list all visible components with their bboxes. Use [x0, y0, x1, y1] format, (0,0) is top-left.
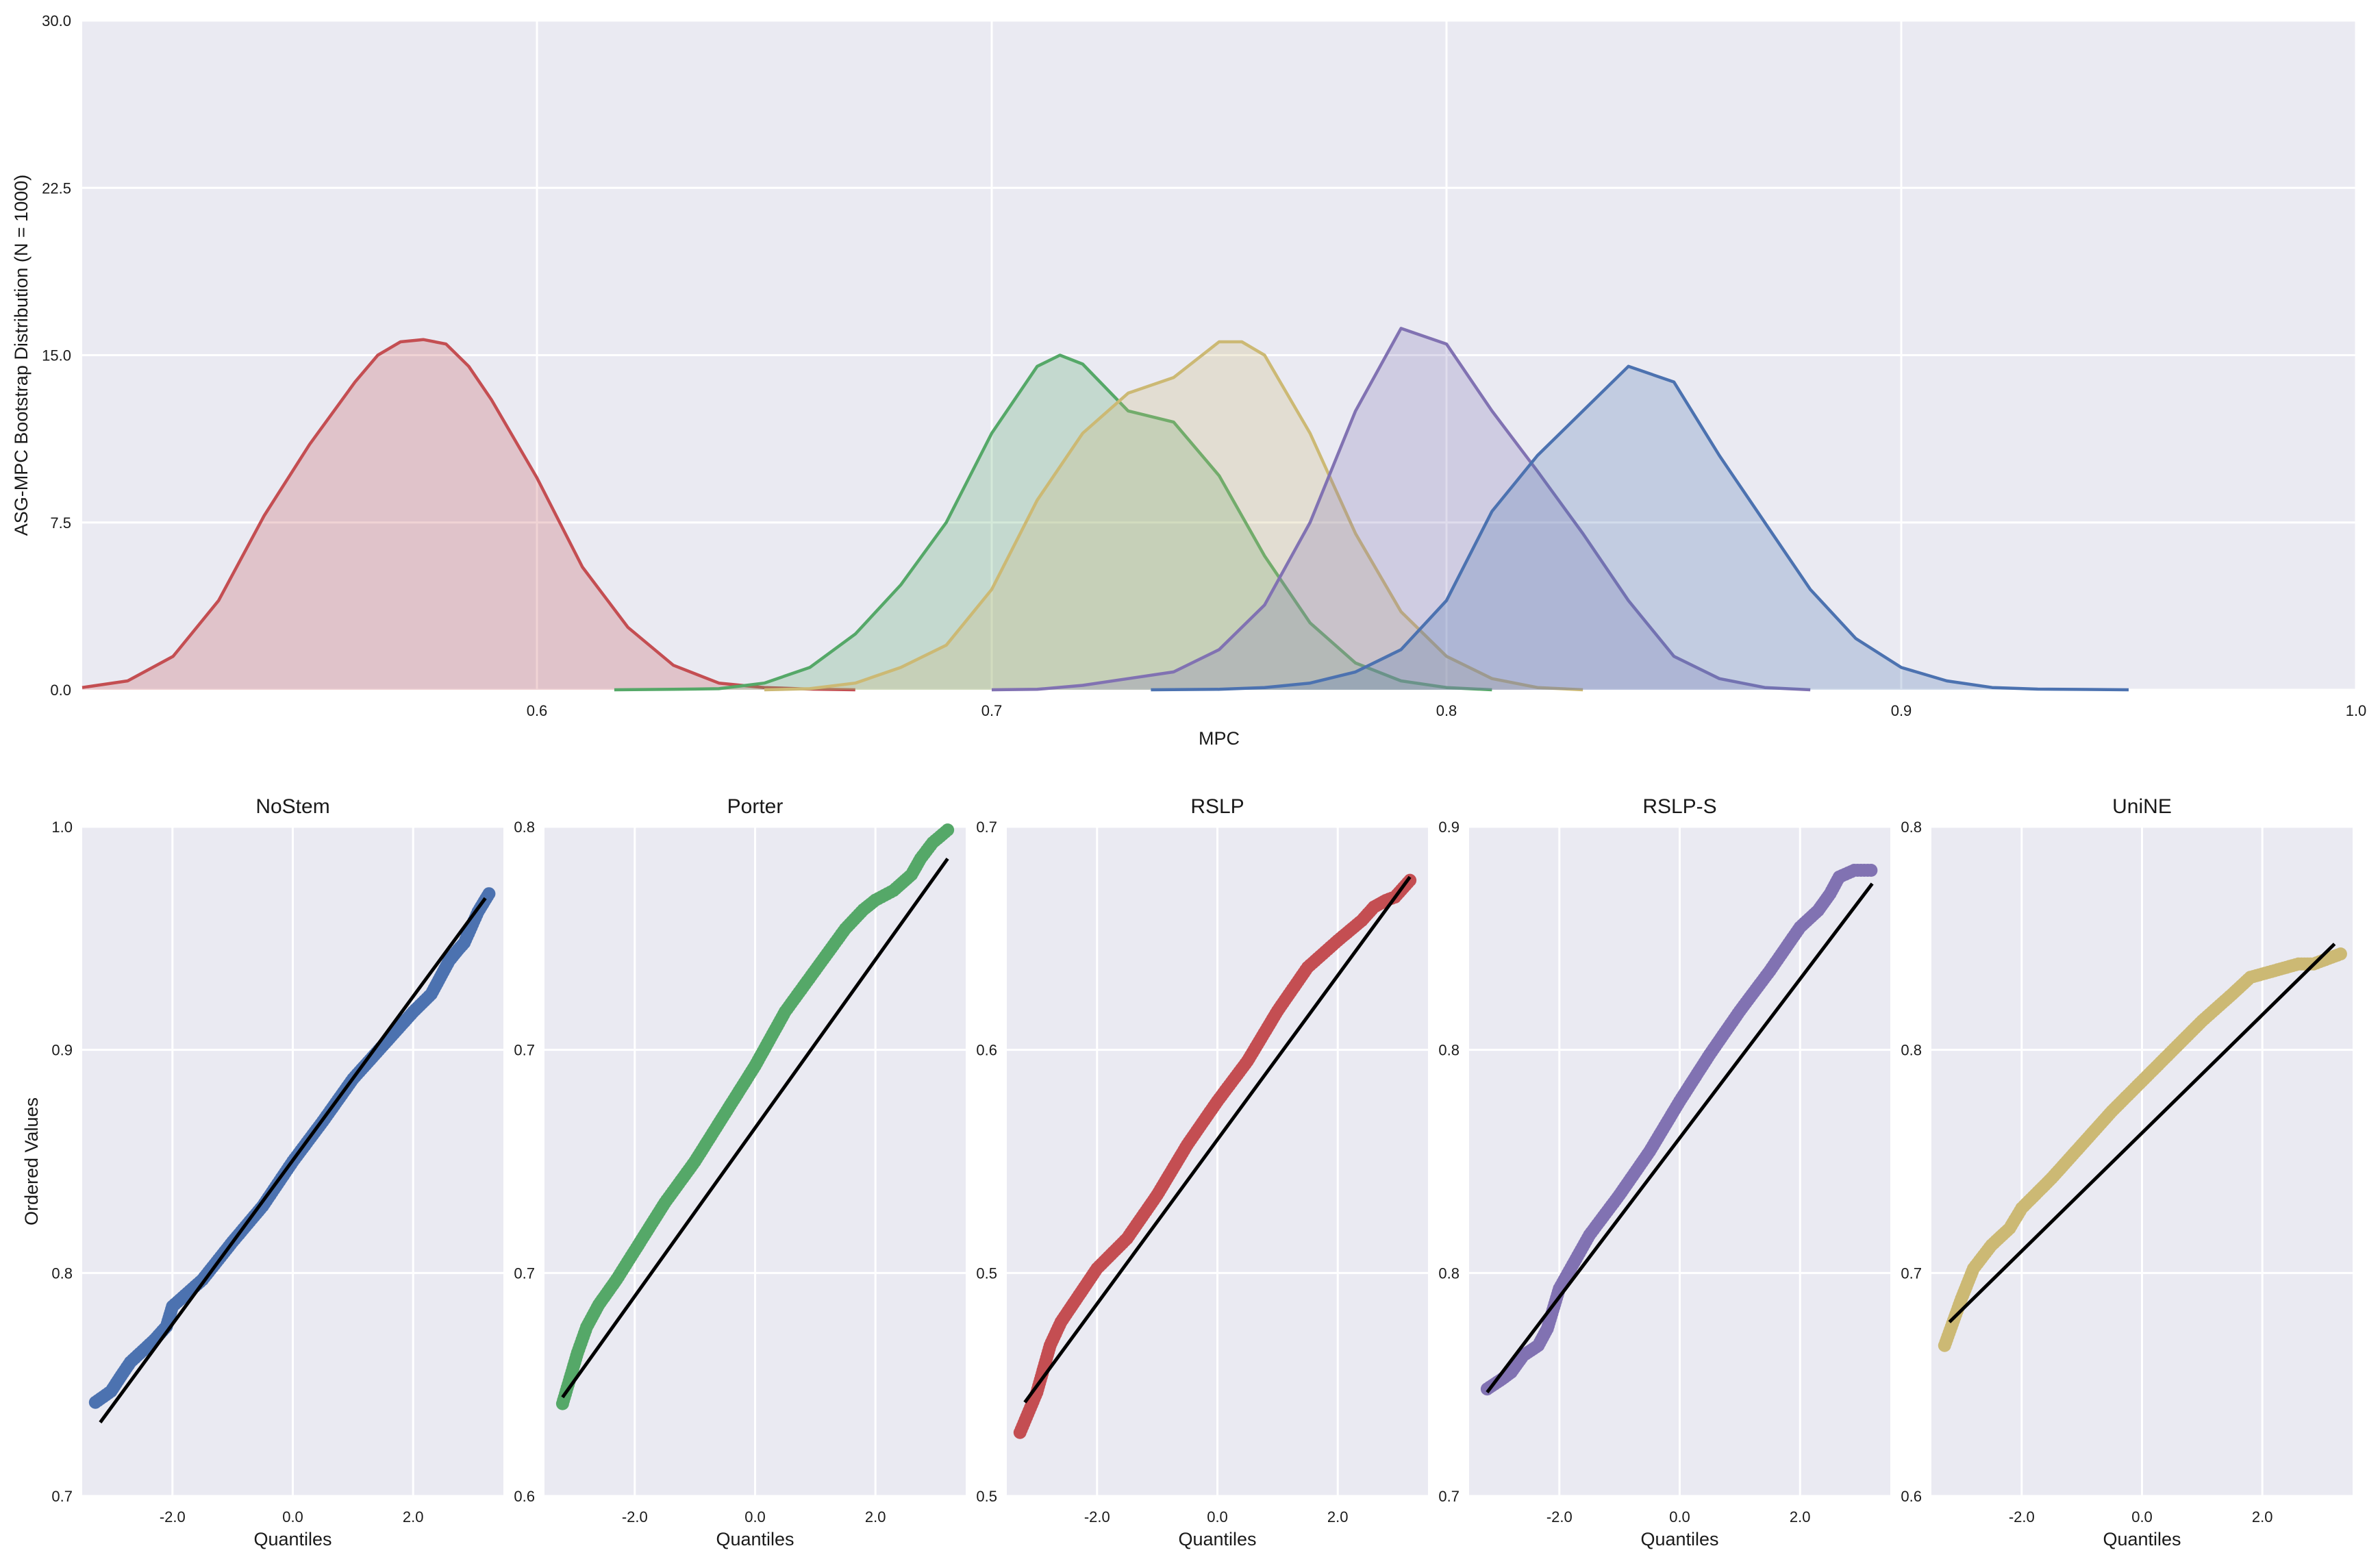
qq-panel-title: Porter [727, 795, 784, 818]
kde-density-line [82, 338, 855, 692]
qq-panels: -2.0 0.0 2.0 0.7 0.8 0.9 1.0 NoStem Quantiles Ord… [21, 795, 2353, 1549]
qq-y-tick-label: 0.7 [514, 1265, 535, 1282]
qq-y-tick-label: 0.7 [976, 819, 997, 836]
kde-density-line [991, 327, 1811, 692]
qq-point [941, 823, 955, 837]
qq-fit-line [1023, 875, 1412, 1404]
qq-fit-line [99, 897, 487, 1424]
qq-fit-line [561, 858, 949, 1399]
qq-x-tick-label: 2.0 [1790, 1508, 1811, 1525]
qq-panel-title: RSLP-S [1642, 795, 1716, 818]
qq-x-tick-label: 2.0 [2252, 1508, 2273, 1525]
qq-panel-title: NoStem [255, 795, 329, 818]
kde-x-tick-label: 1.0 [2346, 702, 2367, 719]
qq-y-tick-label: 0.8 [514, 819, 535, 836]
qq-x-tick-label: 0.0 [1669, 1508, 1690, 1525]
kde-y-tick-label: 0.0 [50, 682, 71, 699]
kde-y-tick-label: 22.5 [42, 179, 71, 197]
qq-panel: -2.0 0.0 2.0 0.7 0.8 0.9 1.0 NoStem Quantiles Ord… [21, 795, 503, 1549]
qq-y-tick-label: 1.0 [51, 819, 73, 836]
qq-x-tick-label: -2.0 [622, 1508, 648, 1525]
kde-density-line [764, 340, 1583, 692]
qq-y-tick-label: 0.7 [514, 1042, 535, 1059]
qq-x-tick-label: 0.0 [282, 1508, 303, 1525]
kde-x-tick-label: 0.8 [1436, 702, 1457, 719]
qq-y-tick-label: 0.5 [976, 1488, 997, 1505]
qq-x-tick-label: 0.0 [744, 1508, 766, 1525]
kde-x-axis-label: MPC [1199, 728, 1240, 749]
qq-panel: -2.0 0.0 2.0 0.6 0.7 0.7 0.8 Porter Quantiles [514, 795, 966, 1549]
qq-x-tick-label: 0.0 [2131, 1508, 2153, 1525]
qq-y-tick-label: 0.8 [1438, 1265, 1460, 1282]
qq-y-tick-label: 0.8 [1901, 1042, 1922, 1059]
qq-y-tick-label: 0.9 [51, 1042, 73, 1059]
qq-x-tick-label: 2.0 [1327, 1508, 1349, 1525]
kde-panel: 0.6 0.7 0.8 0.9 1.0 0.0 7.5 15.0 22.5 30.0 MPC ASG-… [11, 12, 2366, 749]
qq-y-tick-label: 0.6 [976, 1042, 997, 1059]
qq-y-tick-label: 0.8 [1901, 819, 1922, 836]
qq-panel: -2.0 0.0 2.0 0.5 0.5 0.6 0.7 RSLP Quantiles [976, 795, 1428, 1549]
qq-panel: -2.0 0.0 2.0 0.7 0.8 0.8 0.9 RSLP-S Quantiles [1438, 795, 1890, 1549]
qq-panel-title: RSLP [1190, 795, 1244, 818]
qq-panel: -2.0 0.0 2.0 0.6 0.7 0.8 0.8 UniNE Quantiles [1901, 795, 2353, 1549]
qq-y-tick-label: 0.7 [1901, 1265, 1922, 1282]
qq-fit-line [1948, 943, 2336, 1323]
kde-y-tick-label: 15.0 [42, 347, 71, 364]
kde-x-tick-label: 0.6 [527, 702, 548, 719]
qq-x-tick-label: -2.0 [2009, 1508, 2035, 1525]
qq-panel-title: UniNE [2112, 795, 2172, 818]
kde-y-tick-label: 30.0 [42, 12, 71, 29]
kde-density-line [1151, 364, 2129, 692]
qq-x-axis-label: Quantiles [1640, 1529, 1718, 1549]
qq-x-axis-label: Quantiles [2103, 1529, 2181, 1549]
qq-point [1864, 864, 1878, 877]
qq-y-tick-label: 0.7 [1438, 1488, 1460, 1505]
qq-y-tick-label: 0.9 [1438, 819, 1460, 836]
kde-density-fill [764, 342, 1583, 690]
kde-density-fill [614, 355, 1492, 690]
qq-y-axis-label: Ordered Values [21, 1097, 42, 1225]
qq-y-tick-label: 0.7 [51, 1488, 73, 1505]
qq-point [482, 887, 496, 901]
qq-x-tick-label: -2.0 [160, 1508, 186, 1525]
qq-x-tick-label: 0.0 [1207, 1508, 1228, 1525]
qq-x-tick-label: 2.0 [865, 1508, 886, 1525]
kde-density-fill [1151, 366, 2129, 690]
qq-y-tick-label: 0.5 [976, 1265, 997, 1282]
kde-density-fill [82, 339, 855, 690]
qq-x-tick-label: -2.0 [1084, 1508, 1110, 1525]
qq-fit-line [1486, 882, 1874, 1394]
kde-density-line [614, 353, 1492, 692]
kde-y-tick-label: 7.5 [50, 514, 71, 532]
kde-x-tick-label: 0.7 [981, 702, 1003, 719]
qq-x-tick-label: 2.0 [403, 1508, 424, 1525]
qq-x-tick-label: -2.0 [1546, 1508, 1573, 1525]
qq-y-tick-label: 0.6 [1901, 1488, 1922, 1505]
qq-x-axis-label: Quantiles [716, 1529, 794, 1549]
kde-x-tick-label: 0.9 [1891, 702, 1912, 719]
qq-x-axis-label: Quantiles [253, 1529, 331, 1549]
qq-y-tick-label: 0.8 [51, 1265, 73, 1282]
qq-x-axis-label: Quantiles [1178, 1529, 1256, 1549]
kde-y-axis-label: ASG-MPC Bootstrap Distribution (N = 1000… [11, 175, 32, 536]
qq-y-tick-label: 0.6 [514, 1488, 535, 1505]
qq-y-tick-label: 0.8 [1438, 1042, 1460, 1059]
kde-density-fill [992, 328, 1811, 690]
qq-point [2333, 947, 2347, 961]
